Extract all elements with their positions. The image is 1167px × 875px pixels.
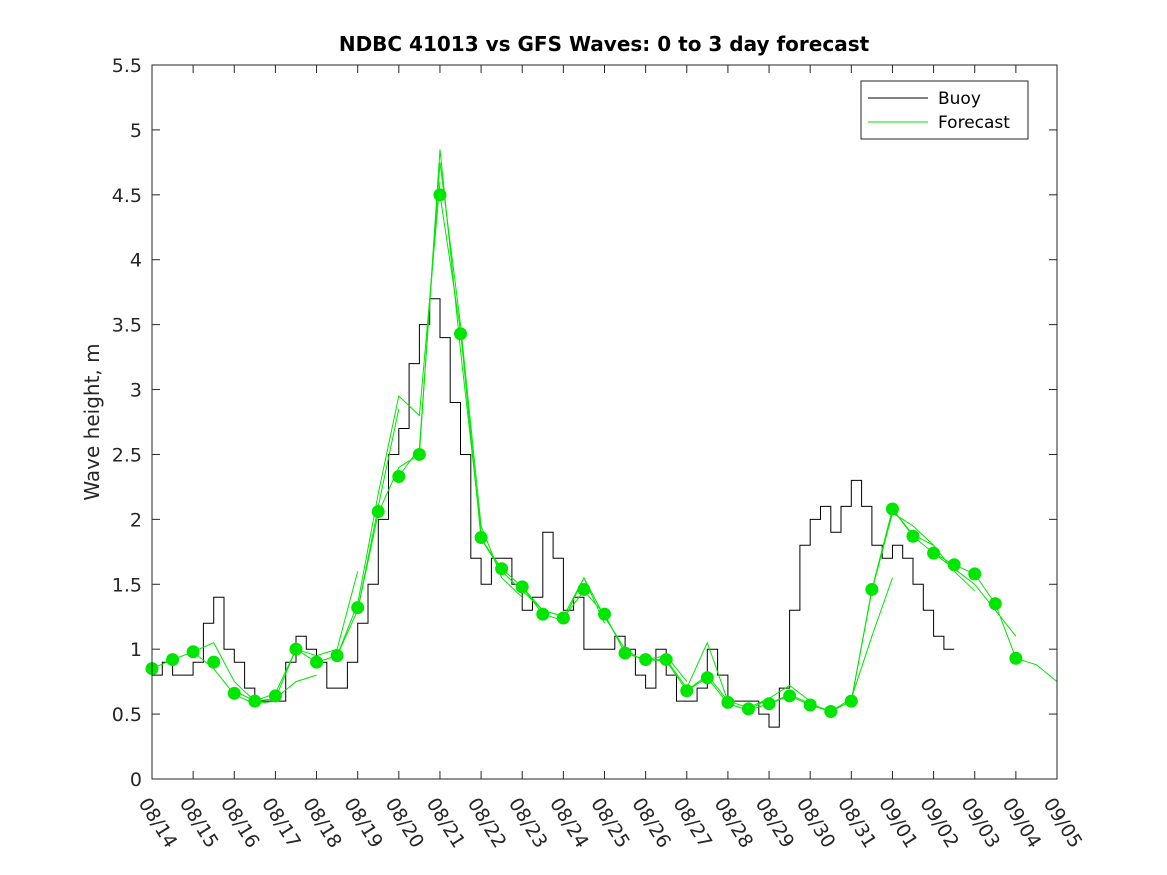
x-tick-label: 09/05 (1039, 794, 1087, 852)
forecast-marker (474, 531, 488, 545)
x-tick-label: 08/28 (710, 794, 758, 852)
forecast-marker (412, 447, 426, 461)
plot-background (152, 65, 1057, 779)
forecast-marker (803, 698, 817, 712)
x-tick-label: 08/30 (792, 794, 840, 852)
forecast-marker (330, 649, 344, 663)
plot-frame (151, 64, 1058, 780)
legend-forecast-label: Forecast (938, 113, 1010, 133)
forecast-marker (556, 611, 570, 625)
forecast-marker (968, 567, 982, 581)
y-axis-label: Wave height, m (80, 343, 104, 500)
x-tick-label: 08/27 (669, 794, 717, 852)
forecast-marker (371, 505, 385, 519)
x-tick-label: 08/31 (833, 794, 881, 852)
x-tick-label: 09/04 (998, 794, 1046, 852)
buoy-line (152, 298, 955, 728)
y-ticks: 0 0.5 1 1.5 2 2.5 3 3.5 4 4.5 5 5.5 (112, 55, 1057, 791)
forecast-marker (433, 188, 447, 202)
y-tick-label: 3.5 (112, 315, 142, 337)
forecast-marker (310, 655, 324, 669)
forecast-marker (392, 470, 406, 484)
x-tick-label: 08/15 (175, 794, 223, 852)
y-tick-label: 0 (130, 769, 142, 791)
x-tick-label: 08/16 (216, 794, 264, 852)
x-tick-label: 08/20 (381, 794, 429, 852)
forecast-marker (927, 546, 941, 560)
forecast-marker (618, 646, 632, 660)
forecast-marker (268, 689, 282, 703)
y-tick-label: 0.5 (112, 704, 142, 726)
forecast-marker (824, 704, 838, 718)
forecast-marker (536, 607, 550, 621)
forecast-marker (762, 697, 776, 711)
forecast-marker (248, 694, 262, 708)
x-tick-label: 08/26 (627, 794, 675, 852)
forecast-marker (988, 597, 1002, 611)
forecast-marker (495, 562, 509, 576)
forecast-marker (186, 645, 200, 659)
forecast-marker (783, 689, 797, 703)
x-tick-label: 08/19 (339, 794, 387, 852)
x-tick-label: 08/29 (751, 794, 799, 852)
forecast-marker (227, 686, 241, 700)
x-tick-label: 08/17 (257, 794, 305, 852)
forecast-marker (454, 327, 468, 341)
forecast-marker (844, 694, 858, 708)
forecast-markers (145, 188, 1023, 718)
forecast-marker (577, 582, 591, 596)
legend-box (860, 80, 1029, 140)
forecast-marker (741, 702, 755, 716)
forecast-marker (598, 607, 611, 621)
x-tick-label: 08/18 (298, 794, 346, 852)
forecast-marker (659, 653, 673, 667)
chart-title: NDBC 41013 vs GFS Waves: 0 to 3 day fore… (339, 32, 870, 56)
y-tick-label: 2.5 (112, 444, 142, 466)
forecast-marker (515, 580, 529, 594)
forecast-marker (721, 695, 735, 709)
y-tick-label: 1.5 (112, 574, 142, 596)
forecast-marker (680, 684, 694, 698)
x-tick-label: 09/02 (915, 794, 963, 852)
y-tick-label: 4 (130, 250, 142, 272)
y-tick-label: 2 (130, 509, 142, 531)
legend-buoy-label: Buoy (938, 89, 981, 109)
forecast-marker (351, 601, 365, 615)
y-tick-label: 5 (130, 120, 142, 142)
forecast-marker (906, 529, 920, 543)
x-tick-label: 09/03 (956, 794, 1004, 852)
forecast-marker (1009, 651, 1023, 665)
forecast-marker (166, 653, 180, 667)
x-tick-label: 08/21 (422, 794, 470, 852)
forecast-marker (207, 655, 221, 669)
y-tick-label: 5.5 (112, 55, 142, 77)
x-tick-label: 08/24 (545, 794, 593, 852)
forecast-marker (700, 671, 714, 685)
y-tick-label: 3 (130, 380, 142, 402)
y-tick-label: 1 (130, 639, 142, 661)
forecast-marker (947, 558, 961, 572)
x-tick-label: 08/22 (463, 794, 511, 852)
forecast-marker (289, 642, 303, 656)
x-tick-label: 08/14 (134, 794, 182, 852)
y-tick-label: 4.5 (112, 185, 142, 207)
forecast-marker (865, 582, 879, 596)
buoy-series (152, 298, 955, 728)
x-tick-label: 08/23 (504, 794, 552, 852)
forecast-marker (639, 653, 653, 667)
forecast-marker (885, 502, 899, 516)
x-tick-label: 09/01 (874, 794, 922, 852)
legend: Buoy Forecast (860, 80, 1029, 140)
x-tick-label: 08/25 (586, 794, 634, 852)
